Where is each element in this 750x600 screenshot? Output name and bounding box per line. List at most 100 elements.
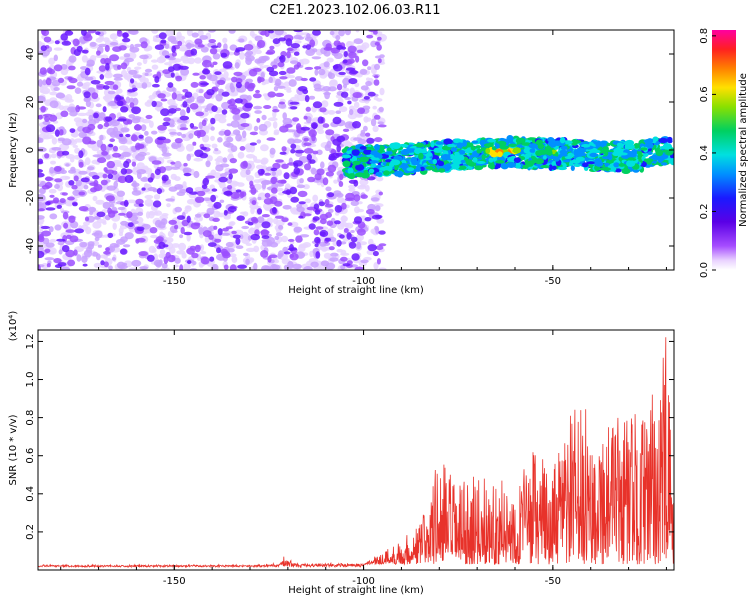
noise-speckle <box>209 48 218 55</box>
noise-speckle <box>178 242 187 251</box>
noise-speckle <box>141 187 146 191</box>
band-blob <box>441 154 447 161</box>
noise-speckle <box>41 184 51 190</box>
band-blob <box>512 147 522 154</box>
noise-speckle <box>319 231 326 236</box>
band-blob <box>414 147 424 155</box>
noise-speckle <box>174 206 182 213</box>
noise-speckle <box>87 109 94 113</box>
noise-speckle <box>108 143 114 148</box>
band-blob <box>583 157 589 161</box>
noise-speckle <box>82 263 88 267</box>
noise-speckle <box>165 237 174 243</box>
noise-speckle <box>130 78 135 84</box>
noise-speckle <box>61 40 72 46</box>
noise-speckle <box>214 148 219 152</box>
noise-speckle <box>176 35 186 41</box>
colorbar-tick-label: 0.6 <box>699 86 710 102</box>
noise-speckle <box>38 208 45 212</box>
band-blob <box>652 136 659 142</box>
noise-speckle <box>223 264 229 270</box>
noise-speckle <box>360 259 369 264</box>
noise-speckle <box>376 218 385 224</box>
noise-speckle <box>168 246 176 254</box>
band-blob <box>444 165 452 170</box>
noise-speckle <box>149 120 154 128</box>
noise-speckle <box>53 54 58 62</box>
noise-speckle <box>248 257 255 263</box>
noise-speckle <box>245 258 250 265</box>
noise-speckle <box>299 178 304 184</box>
noise-speckle <box>183 263 191 270</box>
noise-speckle <box>41 262 49 270</box>
noise-speckle <box>239 191 245 199</box>
noise-speckle <box>105 169 115 175</box>
noise-speckle <box>227 185 233 190</box>
noise-speckle <box>83 184 89 190</box>
band-blob <box>476 161 486 164</box>
noise-speckle <box>196 190 206 197</box>
noise-speckle <box>44 115 50 122</box>
snr-y-axis: 0.2 0.4 0.6 0.8 1.0 1.2 <box>25 333 674 540</box>
noise-speckle <box>54 40 60 45</box>
noise-speckle <box>261 55 270 61</box>
noise-speckle <box>340 256 348 262</box>
noise-speckle <box>116 118 127 122</box>
noise-speckle <box>293 160 303 167</box>
noise-speckle <box>293 167 301 175</box>
noise-speckle <box>305 48 316 56</box>
noise-speckle <box>169 131 177 135</box>
noise-speckle <box>348 241 357 249</box>
band-blob <box>479 139 486 146</box>
noise-speckle <box>70 166 76 172</box>
noise-speckle <box>128 69 138 75</box>
noise-speckle <box>171 45 176 53</box>
noise-speckle <box>240 161 248 169</box>
noise-speckle <box>321 100 329 108</box>
noise-speckle <box>338 30 345 37</box>
noise-speckle <box>296 61 301 68</box>
noise-speckle <box>325 186 332 192</box>
noise-speckle <box>58 249 63 255</box>
noise-speckle <box>375 205 381 212</box>
band-blob <box>626 143 635 150</box>
noise-speckle <box>278 225 284 230</box>
noise-speckle <box>207 242 217 248</box>
noise-speckle <box>211 143 218 149</box>
band-blob <box>450 163 460 170</box>
band-blob <box>488 157 494 163</box>
noise-speckle <box>292 117 300 122</box>
band-blob <box>457 165 467 170</box>
noise-speckle <box>144 136 153 144</box>
noise-speckle <box>324 237 332 242</box>
noise-speckle <box>106 185 117 191</box>
noise-speckle <box>197 105 203 113</box>
noise-speckle <box>99 74 105 80</box>
noise-speckle <box>112 152 122 158</box>
noise-speckle <box>76 45 83 53</box>
noise-speckle <box>221 91 230 97</box>
noise-speckle <box>378 106 384 112</box>
band-blob <box>382 165 393 172</box>
noise-speckle <box>264 172 271 176</box>
noise-speckle <box>298 201 306 205</box>
noise-speckle <box>53 87 60 91</box>
noise-speckle <box>325 262 336 270</box>
noise-speckle <box>223 190 233 196</box>
noise-speckle <box>365 184 370 192</box>
noise-speckle <box>230 191 240 199</box>
noise-speckle <box>179 189 187 194</box>
noise-speckle <box>179 127 189 131</box>
noise-speckle <box>97 157 107 164</box>
noise-speckle <box>334 205 343 213</box>
noise-speckle <box>289 253 295 258</box>
band-blob <box>626 160 636 167</box>
noise-speckle <box>56 204 62 209</box>
noise-speckle <box>63 222 69 229</box>
noise-speckle <box>324 198 330 206</box>
noise-speckle <box>297 36 304 40</box>
noise-speckle <box>289 101 300 105</box>
band-blob <box>528 143 537 149</box>
noise-speckle <box>245 154 256 159</box>
noise-speckle <box>131 106 141 115</box>
